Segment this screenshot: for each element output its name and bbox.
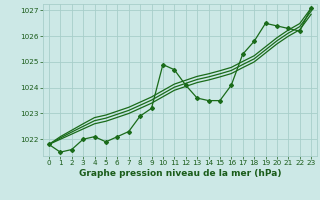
X-axis label: Graphe pression niveau de la mer (hPa): Graphe pression niveau de la mer (hPa) <box>79 169 281 178</box>
